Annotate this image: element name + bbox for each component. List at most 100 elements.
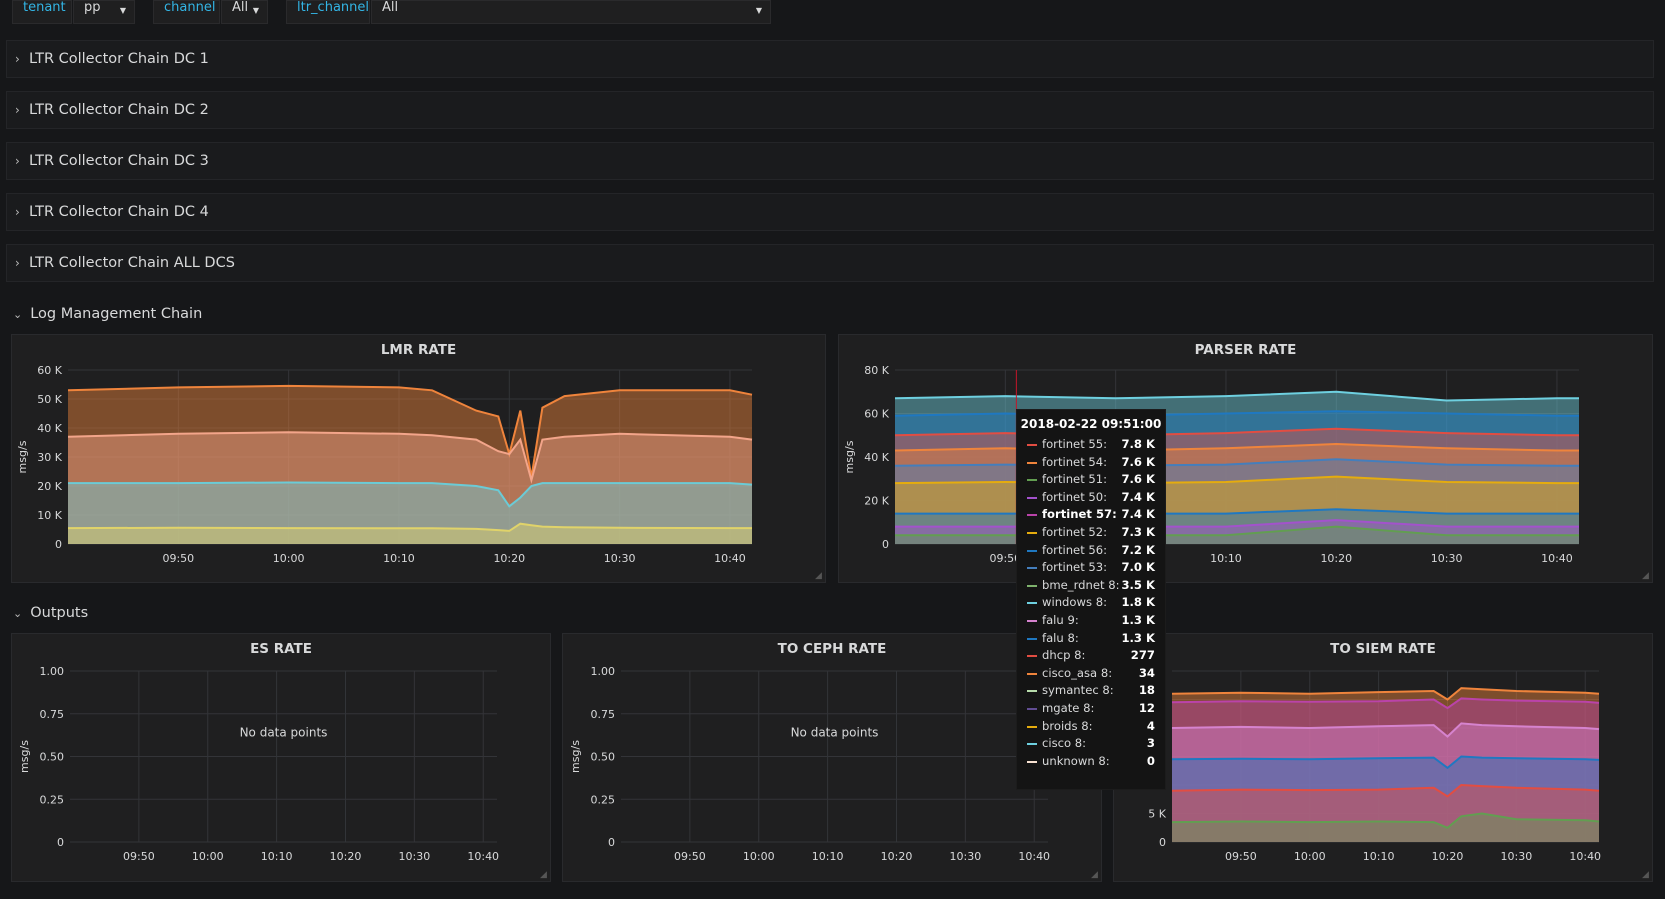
- y-tick-label: 0.25: [40, 793, 65, 806]
- x-tick-label: 10:30: [399, 850, 431, 863]
- series-swatch: [1027, 567, 1037, 570]
- tooltip-series-name: mgate 8:: [1042, 700, 1095, 715]
- row-ltr-dc3[interactable]: › LTR Collector Chain DC 3: [6, 142, 1654, 180]
- resize-handle-icon[interactable]: ◢: [1642, 571, 1649, 581]
- row-ltr-dc4[interactable]: › LTR Collector Chain DC 4: [6, 193, 1654, 231]
- x-tick-label: 10:20: [1320, 552, 1352, 565]
- x-tick-label: 10:30: [604, 552, 636, 565]
- ltr-channel-variable-select[interactable]: All ▼: [371, 0, 771, 24]
- caret-down-icon: ▼: [252, 6, 259, 15]
- channel-variable-select[interactable]: All ▼: [221, 0, 268, 24]
- y-tick-label: 0.75: [591, 708, 616, 721]
- tooltip-series-name: fortinet 52:: [1042, 524, 1108, 539]
- series-area: [1172, 723, 1599, 842]
- series-swatch: [1027, 602, 1037, 605]
- x-tick-label: 09:50: [674, 850, 706, 863]
- series-swatch: [1027, 655, 1037, 658]
- y-tick-label: 0: [57, 836, 64, 849]
- tooltip-series-value: 3: [1146, 736, 1155, 751]
- tooltip-row: cisco 8: 3: [1017, 735, 1165, 753]
- tooltip-series-name: cisco 8:: [1042, 736, 1087, 751]
- section-log-management[interactable]: ⌄ Log Management Chain: [13, 306, 203, 322]
- chevron-right-icon: ›: [15, 256, 20, 270]
- y-axis-label: msg/s: [16, 440, 29, 473]
- tooltip-series-name: unknown 8:: [1042, 753, 1110, 768]
- tooltip-row: fortinet 56: 7.2 K: [1017, 542, 1165, 560]
- tooltip-series-value: 7.2 K: [1121, 542, 1155, 557]
- tenant-variable-select[interactable]: pp ▼: [73, 0, 135, 24]
- x-tick-label: 10:00: [743, 850, 775, 863]
- y-tick-label: 0: [882, 538, 889, 551]
- y-tick-label: 40 K: [37, 422, 62, 435]
- series-swatch: [1027, 549, 1037, 552]
- panel-title[interactable]: TO CEPH RATE: [777, 641, 887, 657]
- tooltip-series-name: fortinet 55:: [1042, 437, 1108, 451]
- y-tick-label: 0.50: [591, 751, 616, 764]
- series-line: [67, 522, 752, 532]
- panel-title[interactable]: TO SIEM RATE: [1330, 641, 1436, 657]
- tooltip-row: mgate 8: 12: [1017, 700, 1165, 718]
- x-tick-label: 10:40: [1541, 552, 1573, 565]
- panel-title[interactable]: ES RATE: [250, 641, 312, 657]
- tooltip-series-name: dhcp 8:: [1042, 648, 1086, 663]
- x-tick-label: 10:40: [1569, 850, 1601, 863]
- x-tick-label: 10:30: [1431, 552, 1463, 565]
- y-tick-label: 0.75: [40, 708, 65, 721]
- y-tick-label: 5 K: [1148, 808, 1166, 821]
- tooltip-series-value: 7.6 K: [1121, 472, 1155, 487]
- series-line: [67, 431, 753, 485]
- x-tick-label: 10:00: [1294, 850, 1326, 863]
- y-axis-label: msg/s: [18, 740, 31, 773]
- series-swatch: [1027, 672, 1037, 675]
- no-data-text: No data points: [791, 726, 879, 740]
- tooltip-series-name: fortinet 50:: [1042, 489, 1108, 504]
- tooltip-series-value: 18: [1138, 683, 1155, 698]
- panel-parser-rate: PARSER RATE 020 K40 K60 K80 K09:5010:001…: [838, 334, 1653, 583]
- siem-rate-chart: 0 5 K 09:50 10:00 10:10 10:20 10:30 10:40: [1148, 670, 1601, 863]
- tooltip-series-name: fortinet 51:: [1042, 472, 1108, 487]
- tooltip-row: falu 9: 1.3 K: [1017, 612, 1165, 630]
- x-tick-label: 10:20: [881, 850, 913, 863]
- y-tick-label: 10 K: [37, 509, 62, 522]
- series-swatch: [1027, 461, 1037, 464]
- tooltip-series-name: broids 8:: [1042, 718, 1093, 733]
- tooltip-series-value: 1.8 K: [1121, 595, 1155, 610]
- series-line: [1171, 687, 1600, 701]
- tooltip-series-name: cisco_asa 8:: [1042, 665, 1113, 680]
- x-tick-label: 09:50: [123, 850, 155, 863]
- resize-handle-icon[interactable]: ◢: [1642, 870, 1649, 880]
- row-ltr-dc2[interactable]: › LTR Collector Chain DC 2: [6, 91, 1654, 129]
- y-tick-label: 60 K: [37, 364, 62, 377]
- x-tick-label: 10:40: [714, 552, 746, 565]
- x-tick-label: 10:20: [330, 850, 362, 863]
- tooltip-row: symantec 8: 18: [1017, 682, 1165, 700]
- resize-handle-icon[interactable]: ◢: [1091, 870, 1098, 880]
- panel-lmr-rate: LMR RATE 0 10 K 20 K 30 K 40 K 50 K 60 K 09:50 1…: [11, 334, 826, 583]
- panel-title[interactable]: PARSER RATE: [1194, 342, 1297, 358]
- section-outputs[interactable]: ⌄ Outputs: [13, 605, 89, 621]
- x-tick-label: 10:40: [467, 850, 499, 863]
- series-line: [1171, 755, 1600, 770]
- chevron-right-icon: ›: [15, 103, 20, 117]
- tooltip-row: fortinet 51: 7.6 K: [1017, 471, 1165, 489]
- x-tick-label: 10:10: [1363, 850, 1395, 863]
- series-swatch: [1027, 479, 1037, 482]
- y-axis-label: msg/s: [843, 440, 856, 473]
- chevron-right-icon: ›: [15, 154, 20, 168]
- y-tick-label: 1.00: [40, 665, 65, 678]
- series-area: [68, 385, 752, 544]
- row-ltr-dc1[interactable]: › LTR Collector Chain DC 1: [6, 40, 1654, 78]
- es-rate-chart: 0 0.25 0.50 0.75 1.00 09:50 10:00 10:10 10:20 10:…: [18, 665, 499, 863]
- parser-rate-chart: 020 K40 K60 K80 K09:5010:0010:1010:2010:…: [843, 364, 1579, 565]
- panel-title[interactable]: LMR RATE: [380, 342, 457, 358]
- row-ltr-all-dcs[interactable]: › LTR Collector Chain ALL DCS: [6, 244, 1654, 282]
- x-tick-label: 10:10: [383, 552, 415, 565]
- tooltip-series-value: 7.8 K: [1121, 437, 1155, 451]
- resize-handle-icon[interactable]: ◢: [540, 870, 547, 880]
- tooltip-series-value: 0: [1146, 753, 1155, 768]
- tooltip-series-name: fortinet 53:: [1042, 560, 1108, 575]
- tooltip-series-value: 7.4 K: [1121, 489, 1155, 504]
- resize-handle-icon[interactable]: ◢: [815, 571, 822, 581]
- x-tick-label: 10:30: [950, 850, 982, 863]
